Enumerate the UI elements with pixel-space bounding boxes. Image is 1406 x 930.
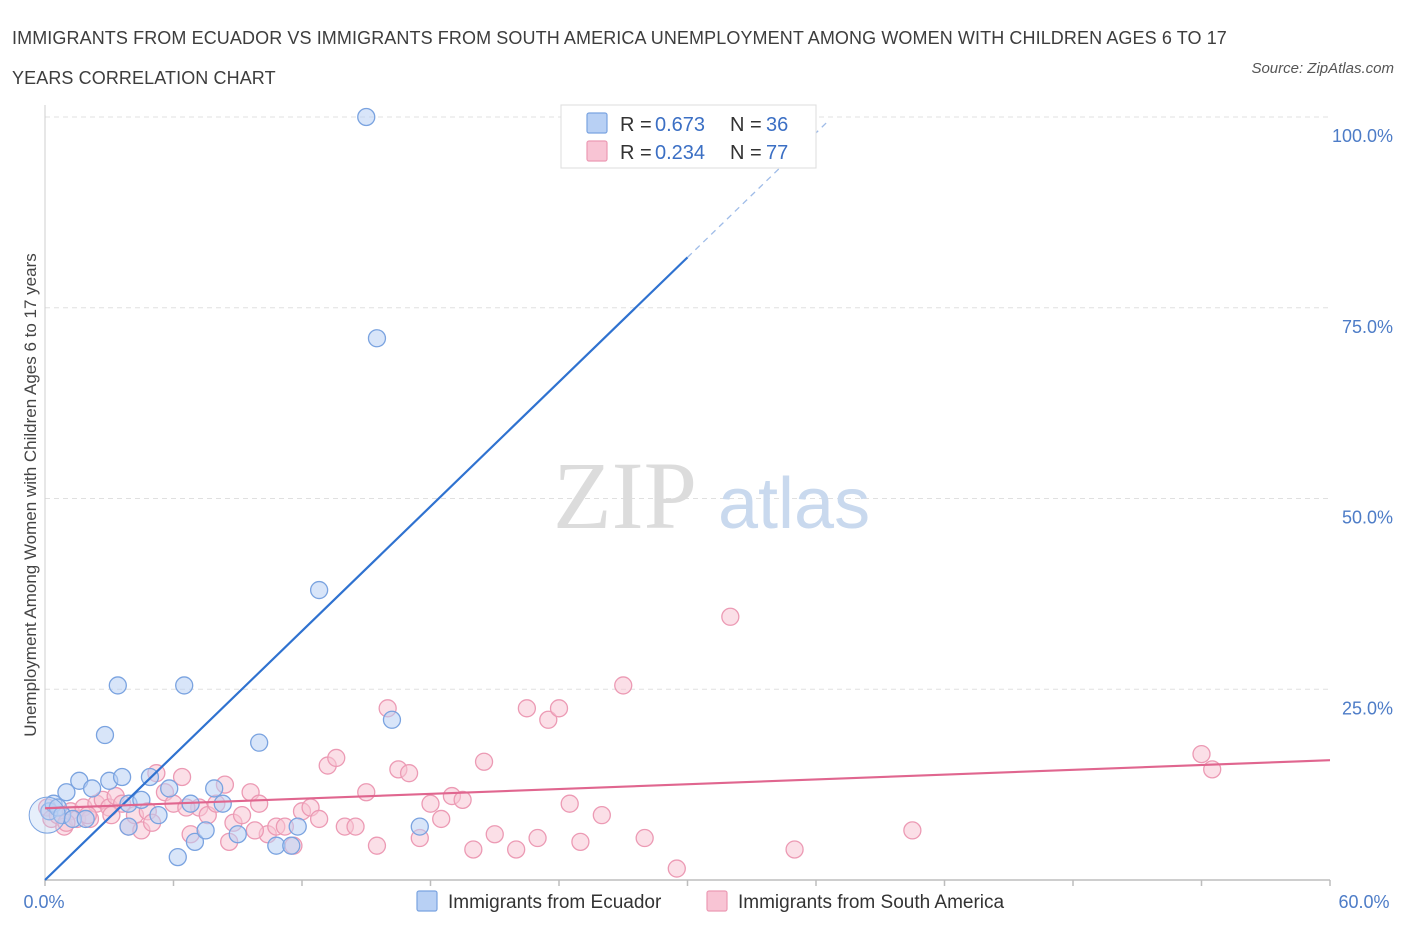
point-south-america bbox=[485, 825, 504, 844]
legend-n-value-south-america: 77 bbox=[766, 142, 788, 164]
legend-r-value-south-america: 0.234 bbox=[655, 142, 705, 164]
point-ecuador bbox=[250, 733, 269, 752]
point-south-america bbox=[453, 790, 472, 810]
point-ecuador bbox=[282, 836, 301, 855]
legend: R = 0.673 N = 36 R = 0.234 N = 77 bbox=[560, 104, 817, 169]
x-tick-min: 0.0% bbox=[23, 892, 64, 912]
point-south-america bbox=[309, 809, 329, 829]
grid bbox=[45, 116, 1330, 690]
y-tick-label: 100.0% bbox=[1332, 126, 1393, 146]
point-south-america bbox=[464, 840, 483, 859]
point-ecuador bbox=[108, 676, 127, 695]
point-south-america bbox=[1192, 744, 1211, 764]
trend-line-ecuador bbox=[44, 256, 689, 881]
series-south-america-points bbox=[37, 607, 1222, 878]
y-tick-labels: 25.0% 50.0% 75.0% 100.0% bbox=[1332, 126, 1393, 718]
point-ecuador bbox=[160, 779, 179, 798]
point-ecuador bbox=[112, 767, 132, 787]
point-south-america bbox=[399, 764, 419, 783]
point-south-america bbox=[232, 805, 252, 825]
point-ecuador bbox=[168, 847, 187, 867]
point-south-america bbox=[432, 809, 451, 829]
axes bbox=[44, 105, 1331, 886]
point-south-america bbox=[528, 828, 547, 848]
legend-r-label-south-america: R = bbox=[620, 142, 652, 164]
point-south-america bbox=[667, 859, 686, 878]
point-south-america bbox=[346, 817, 365, 836]
point-south-america bbox=[327, 748, 346, 768]
point-south-america bbox=[903, 821, 922, 840]
point-ecuador bbox=[149, 805, 168, 825]
point-south-america bbox=[635, 828, 654, 848]
point-ecuador bbox=[95, 725, 115, 745]
point-south-america bbox=[367, 836, 387, 855]
legend-r-label-ecuador: R = bbox=[620, 114, 652, 136]
bottom-legend-swatch-south-america bbox=[706, 890, 728, 912]
point-ecuador bbox=[213, 794, 232, 813]
point-south-america bbox=[421, 794, 440, 813]
legend-n-label-south-america: N = bbox=[730, 142, 762, 164]
watermark-zip: ZIP bbox=[553, 442, 697, 549]
point-ecuador bbox=[228, 825, 247, 844]
legend-r-value-ecuador: 0.673 bbox=[655, 114, 705, 136]
point-south-america bbox=[507, 840, 526, 859]
x-tick-max: 60.0% bbox=[1338, 892, 1389, 912]
legend-n-label-ecuador: N = bbox=[730, 114, 762, 136]
point-ecuador bbox=[185, 832, 205, 851]
point-ecuador bbox=[288, 817, 307, 836]
point-south-america bbox=[592, 805, 611, 825]
series-ecuador-points bbox=[28, 107, 429, 867]
bottom-legend-swatch-ecuador bbox=[416, 890, 438, 912]
legend-n-value-ecuador: 36 bbox=[766, 114, 788, 136]
legend-swatch-south-america bbox=[586, 140, 608, 162]
bottom-legend: Immigrants from Ecuador Immigrants from … bbox=[416, 890, 1005, 913]
point-south-america bbox=[614, 676, 633, 695]
point-ecuador bbox=[76, 809, 95, 829]
point-south-america bbox=[250, 794, 269, 813]
point-ecuador bbox=[196, 821, 215, 840]
legend-swatch-ecuador bbox=[586, 112, 608, 134]
point-ecuador bbox=[410, 817, 429, 836]
bottom-legend-label-south-america: Immigrants from South America bbox=[738, 892, 1005, 913]
point-ecuador bbox=[357, 107, 376, 127]
point-ecuador bbox=[57, 783, 76, 802]
y-axis-label: Unemployment Among Women with Children A… bbox=[21, 253, 40, 737]
point-ecuador bbox=[119, 817, 138, 836]
point-south-america bbox=[721, 607, 740, 626]
trend-lines bbox=[44, 122, 1331, 881]
point-ecuador bbox=[309, 580, 329, 600]
point-ecuador bbox=[205, 779, 224, 798]
point-ecuador bbox=[175, 676, 194, 695]
point-south-america bbox=[549, 699, 569, 718]
point-south-america bbox=[785, 840, 804, 859]
point-ecuador-cluster bbox=[28, 796, 66, 834]
point-south-america bbox=[539, 710, 558, 729]
y-tick-label: 25.0% bbox=[1342, 698, 1393, 718]
trend-line-south-america bbox=[44, 759, 1331, 810]
bottom-legend-label-ecuador: Immigrants from Ecuador bbox=[448, 892, 662, 913]
point-ecuador bbox=[382, 710, 402, 729]
point-south-america bbox=[560, 794, 579, 813]
point-south-america bbox=[357, 783, 376, 802]
chart-title: IMMIGRANTS FROM ECUADOR VS IMMIGRANTS FR… bbox=[12, 28, 1227, 88]
point-ecuador bbox=[367, 329, 387, 348]
point-south-america bbox=[245, 821, 265, 840]
y-tick-label: 75.0% bbox=[1342, 317, 1393, 337]
watermark: ZIP atlas bbox=[553, 442, 870, 549]
point-ecuador bbox=[82, 779, 102, 798]
point-south-america bbox=[571, 832, 590, 851]
y-tick-label: 50.0% bbox=[1342, 508, 1393, 528]
point-south-america bbox=[517, 699, 537, 718]
watermark-atlas: atlas bbox=[718, 464, 870, 544]
source-label: Source: ZipAtlas.com bbox=[1251, 60, 1394, 77]
point-south-america bbox=[172, 767, 192, 787]
point-south-america bbox=[474, 752, 494, 771]
